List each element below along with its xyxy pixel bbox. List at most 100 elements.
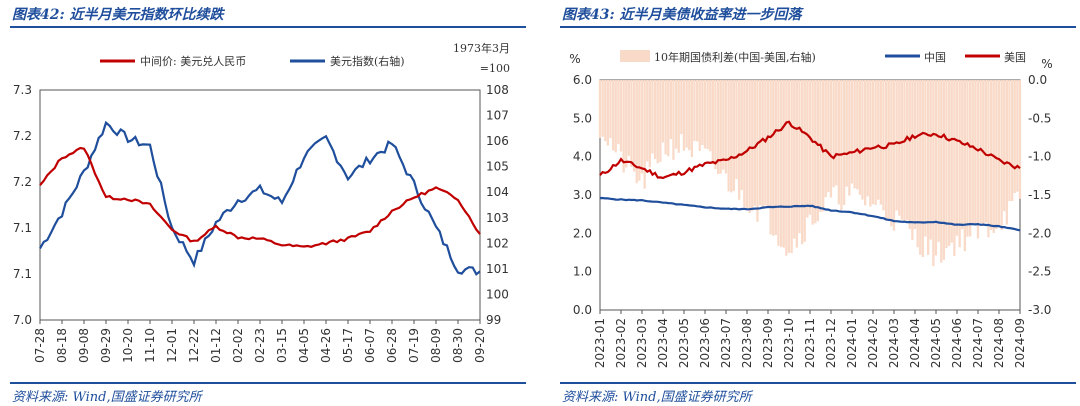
source-note: 资料来源: Wind,国盛证券研究所 — [12, 390, 202, 405]
spread-bar — [887, 80, 890, 220]
spread-bar — [745, 80, 749, 208]
spread-bar — [829, 80, 833, 198]
x-axis-tick-label: 04-05 — [297, 328, 311, 363]
spread-bar — [940, 80, 943, 263]
spread-bar — [845, 80, 848, 187]
spread-bar — [795, 80, 798, 248]
x-axis-tick-label: 09-29 — [99, 328, 113, 363]
left-axis-tick-label: 7.1 — [13, 221, 32, 235]
spread-bar — [900, 80, 903, 220]
x-axis-tick-label: 06-07 — [363, 328, 377, 363]
right-chart-svg: 6.0 5.0 4.0 3.0 2.0 1.0 0.0 0.0 -0.5 -1.0 -1.5 -2.0… — [569, 50, 1053, 368]
spread-bar — [627, 80, 630, 156]
spread-bar — [806, 80, 809, 218]
spread-bar — [843, 80, 846, 205]
spread-bar — [953, 80, 956, 256]
spread-bar — [1005, 80, 1008, 225]
title-divider — [560, 26, 1076, 28]
left-axis-tick-label: 2.0 — [573, 226, 592, 240]
spread-bar — [861, 80, 864, 200]
x-axis-tick-label: 2023-01 — [593, 318, 607, 368]
spread-bar — [740, 80, 743, 191]
spread-bar — [882, 80, 885, 211]
right-axis-tick-label: -1.0 — [1028, 150, 1051, 164]
left-axis-tick-label: 7.2 — [13, 175, 32, 189]
spread-bar — [604, 80, 607, 142]
x-axis-tick-label: 08-18 — [55, 328, 69, 363]
spread-bar — [832, 80, 835, 188]
spread-bar — [948, 80, 951, 246]
series-line-us — [599, 120, 1021, 180]
spread-bar — [751, 80, 754, 211]
series-line-china — [599, 196, 1021, 232]
spread-bar — [732, 80, 735, 192]
spread-bar — [598, 80, 602, 139]
spread-bar — [924, 80, 927, 237]
spread-bar — [995, 80, 998, 229]
chart-title: 图表42: 近半月美元指数环比续跌 — [12, 7, 224, 23]
spread-bar — [856, 80, 859, 190]
spread-bar — [635, 80, 638, 184]
spread-bar — [1008, 80, 1011, 202]
spread-bar — [787, 80, 791, 253]
spread-bar — [898, 80, 901, 216]
spread-bar — [997, 80, 1001, 226]
x-axis-tick-label: 02-23 — [253, 328, 267, 363]
spread-bar — [913, 80, 917, 229]
spread-bar — [932, 80, 935, 267]
spread-bar — [790, 80, 793, 254]
spread-bar — [766, 80, 770, 207]
spread-bar — [738, 80, 741, 200]
spread-bar — [711, 80, 714, 165]
spread-bar — [877, 80, 880, 200]
spread-bar — [638, 80, 641, 181]
spread-bar — [976, 80, 980, 239]
legend-swatch-spread — [620, 50, 650, 62]
spread-bar — [677, 80, 680, 153]
right-axis-tick-label: 102 — [486, 236, 509, 250]
spread-bar — [648, 80, 651, 168]
spread-bar — [950, 80, 953, 243]
spread-bar — [701, 80, 704, 146]
spread-bar — [892, 80, 896, 231]
spread-bar — [822, 80, 825, 212]
spread-bar — [761, 80, 764, 209]
x-axis-tick-label: 02-02 — [231, 328, 245, 363]
spread-bar — [706, 80, 709, 150]
chart-title: 图表43: 近半月美债收益率进一步回落 — [562, 7, 802, 23]
right-axis-tick-label: 104 — [486, 185, 509, 199]
x-axis-tick-label: 01-12 — [209, 328, 223, 363]
spread-bar — [937, 80, 940, 242]
spread-bar — [630, 80, 633, 167]
spread-bar — [617, 80, 620, 145]
spread-bar — [743, 80, 746, 208]
spread-bar — [979, 80, 982, 224]
x-axis-tick-label: 2024-09 — [1013, 318, 1027, 368]
spread-bar — [1016, 80, 1019, 192]
spread-bar — [772, 80, 775, 236]
spread-bar — [625, 80, 628, 168]
spread-bar — [669, 80, 672, 140]
spread-bar — [667, 80, 670, 157]
spread-bar — [709, 80, 712, 152]
spread-bar — [942, 80, 945, 260]
spread-bar — [866, 80, 869, 197]
footer-divider — [560, 382, 1076, 384]
spread-bar — [811, 80, 814, 225]
spread-bar — [934, 80, 938, 256]
spread-bar — [963, 80, 966, 252]
spread-bar — [785, 80, 788, 256]
spread-bar — [801, 80, 804, 245]
series-line-dxy — [39, 120, 481, 276]
spread-bar — [955, 80, 959, 236]
spread-bar — [895, 80, 898, 211]
spread-bar — [827, 80, 830, 193]
spread-bar — [919, 80, 922, 255]
legend-label-dxy: 美元指数(右轴) — [330, 54, 405, 68]
x-axis-tick-label: 2023-07 — [719, 318, 733, 368]
spread-bar — [906, 80, 909, 221]
x-axis-tick-label: 2024-07 — [971, 318, 985, 368]
legend-label-china: 中国 — [924, 51, 946, 64]
right-axis-tick-label: 99 — [486, 313, 501, 327]
x-axis-tick-label: 07-19 — [407, 328, 421, 363]
